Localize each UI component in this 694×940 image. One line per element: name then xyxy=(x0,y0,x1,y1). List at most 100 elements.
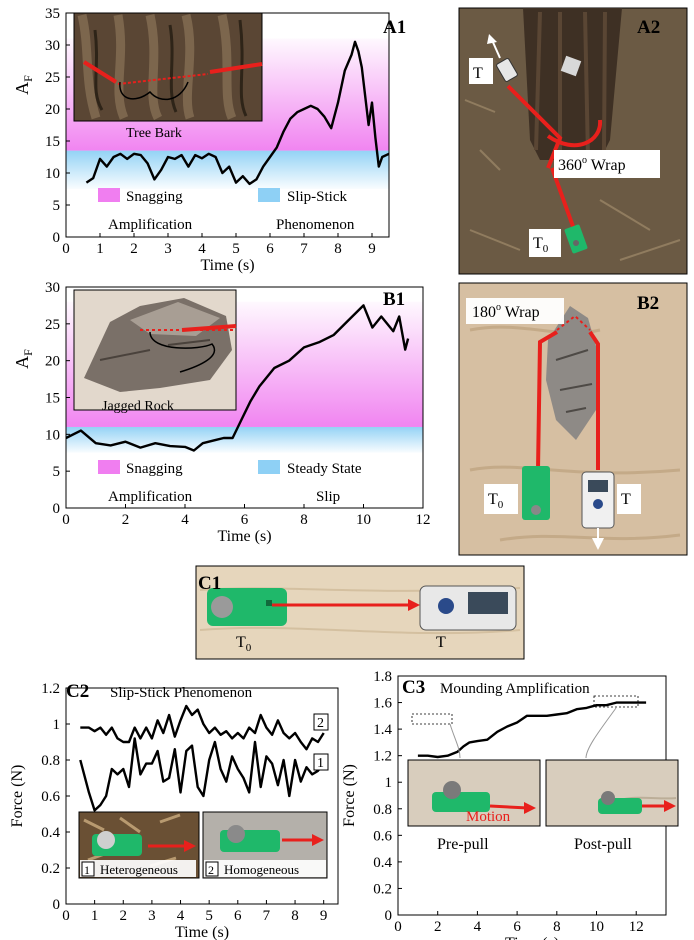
b1-axes: 0 2 4 6 8 10 12 0 5 10 15 20 25 30 Time (s) AF xyxy=(12,280,431,545)
c2-xtick-label: 1 xyxy=(91,908,99,924)
b1-xlabel: Time (s) xyxy=(217,528,271,545)
b1-xtick-label: 4 xyxy=(181,512,189,528)
c1-green-tag-icon xyxy=(207,588,287,626)
b2-panel-label: B2 xyxy=(637,293,659,314)
a2-wrap-label: 360o Wrap xyxy=(558,155,626,174)
c2-inset-left-caption: Heterogeneous xyxy=(100,862,178,877)
a1-xtick-label: 4 xyxy=(198,241,206,257)
c3-xtick-label: 0 xyxy=(394,919,402,935)
a1-xtick-label: 7 xyxy=(300,241,308,257)
c2-inset-right-caption: Homogeneous xyxy=(224,862,299,877)
c3-inset-left: Motion xyxy=(407,759,541,827)
c1-spring-scale-icon xyxy=(419,585,517,631)
c3-ytick-label: 0.6 xyxy=(373,828,392,844)
b2-green-tag-icon xyxy=(522,466,550,520)
c3-xtick-label: 12 xyxy=(629,919,644,935)
panel-b2-photo: B2 180o Wrap T0 T xyxy=(458,282,688,556)
a1-series-line-1 xyxy=(85,40,390,186)
c3-ytick-label: 0.8 xyxy=(373,802,392,818)
a1-legend-swatch-slip xyxy=(258,188,280,202)
c2-xtick-label: 4 xyxy=(177,908,185,924)
b1-legend-label-1: Snagging xyxy=(126,461,183,477)
c2-series-tag-2: 2 xyxy=(317,716,324,731)
c3-xtick-label: 6 xyxy=(513,919,521,935)
b1-xtick-label: 12 xyxy=(416,512,431,528)
b1-legend-swatch-slip xyxy=(258,460,280,474)
c2-xlabel: Time (s) xyxy=(175,924,229,940)
a1-inset-caption: Tree Bark xyxy=(126,126,182,141)
b1-ytick-label: 5 xyxy=(53,464,61,480)
b1-legend: Snagging Steady State Amplification Slip xyxy=(98,460,362,505)
c2-ytick-label: 0.6 xyxy=(41,789,60,805)
b2-spring-scale-icon xyxy=(581,471,615,529)
c2-inset-left-num: 1 xyxy=(84,863,90,877)
c3-xtick-label: 2 xyxy=(434,919,442,935)
a1-legend-line2-right: Phenomenon xyxy=(276,217,355,233)
c3-ytick-label: 1.4 xyxy=(373,722,392,738)
a1-xtick-label: 6 xyxy=(266,241,274,257)
c2-xtick-label: 9 xyxy=(320,908,328,924)
c3-prepull-box xyxy=(411,713,453,725)
a1-ytick-label: 35 xyxy=(45,6,60,22)
c3-ylabel: Force (N) xyxy=(341,764,358,827)
b1-legend-label-2: Steady State xyxy=(287,461,362,477)
c2-ytick-label: 0.8 xyxy=(41,753,60,769)
b1-xtick-label: 6 xyxy=(241,512,249,528)
b1-ytick-label: 30 xyxy=(45,280,60,296)
a1-xtick-label: 1 xyxy=(96,241,104,257)
b1-inset-caption: Jagged Rock xyxy=(102,399,174,414)
a2-arrow-icon xyxy=(487,34,497,44)
c2-xtick-label: 0 xyxy=(62,908,70,924)
c2-inset-right-num: 2 xyxy=(208,863,214,877)
c1-t-label: T xyxy=(436,634,446,651)
panel-a2-photo: A2 T 360o Wrap T0 xyxy=(458,7,688,275)
a1-axes: 0 1 2 3 4 5 6 7 8 9 0 5 10 15 20 25 30 35 Time (s) AF xyxy=(12,6,390,274)
b1-xtick-label: 8 xyxy=(300,512,308,528)
c2-ytick-label: 1 xyxy=(53,717,61,733)
panel-b1: Jagged Rock 0 2 4 6 8 10 12 0 5 10 15 20 25 30 Time (s… xyxy=(12,280,431,545)
c3-inset-left-caption: Pre-pull xyxy=(437,836,489,853)
a1-xtick-label: 5 xyxy=(232,241,240,257)
a1-ytick-label: 15 xyxy=(45,134,60,150)
c2-xtick-label: 3 xyxy=(148,908,156,924)
a1-ytick-label: 0 xyxy=(53,230,61,246)
c2-panel-label: C2 xyxy=(66,681,89,702)
c2-xtick-label: 5 xyxy=(205,908,213,924)
b2-arrow-icon xyxy=(592,538,604,550)
a1-xtick-label: 8 xyxy=(334,241,342,257)
c2-xtick-label: 6 xyxy=(234,908,242,924)
b1-xtick-label: 10 xyxy=(356,512,371,528)
a1-panel-label: A1 xyxy=(383,17,406,38)
c2-series-line-2 xyxy=(80,704,325,751)
a2-t0-label: T0 xyxy=(533,235,549,255)
b1-inset-photo: Jagged Rock xyxy=(73,289,237,414)
b1-series-line-1 xyxy=(65,304,410,452)
a2-t-label: T xyxy=(473,65,483,82)
c2-series-line-1 xyxy=(79,737,325,812)
c2-ytick-label: 0 xyxy=(53,897,61,913)
c3-axes: 0 2 4 6 8 10 12 0 0.2 0.4 0.6 0.8 1 1.2 1.4 1.6 1.8 Time … xyxy=(341,669,667,940)
c3-inset-right-caption: Post-pull xyxy=(574,836,632,853)
a1-xtick-label: 9 xyxy=(368,241,376,257)
a1-xtick-label: 2 xyxy=(130,241,138,257)
c3-ytick-label: 1.6 xyxy=(373,696,392,712)
c2-ytick-label: 1.2 xyxy=(41,681,60,697)
c3-ytick-label: 0.2 xyxy=(373,881,392,897)
a1-legend: Snagging Slip-Stick Amplification Phenom… xyxy=(98,188,355,233)
a1-legend-line2-left: Amplification xyxy=(108,217,193,233)
panel-c3: 0 2 4 6 8 10 12 0 0.2 0.4 0.6 0.8 1 1.2 1.4 1.6 1.8 Time … xyxy=(341,669,679,940)
c2-title: Slip-Stick Phenomenon xyxy=(110,685,253,701)
c3-ytick-label: 1.2 xyxy=(373,749,392,765)
c3-postpull-box xyxy=(593,695,639,708)
a1-legend-label-1: Snagging xyxy=(126,189,183,205)
c1-t0-label: T0 xyxy=(236,634,252,654)
b1-ytick-label: 25 xyxy=(45,317,60,333)
c2-ytick-label: 0.4 xyxy=(41,825,60,841)
a2-scale-icon xyxy=(496,58,518,82)
a2-panel-label: A2 xyxy=(637,17,660,38)
c1-panel-label: C1 xyxy=(198,573,221,594)
c2-xtick-label: 2 xyxy=(120,908,128,924)
c3-series-line-1 xyxy=(417,701,647,759)
a1-legend-swatch-snagging xyxy=(98,188,120,202)
